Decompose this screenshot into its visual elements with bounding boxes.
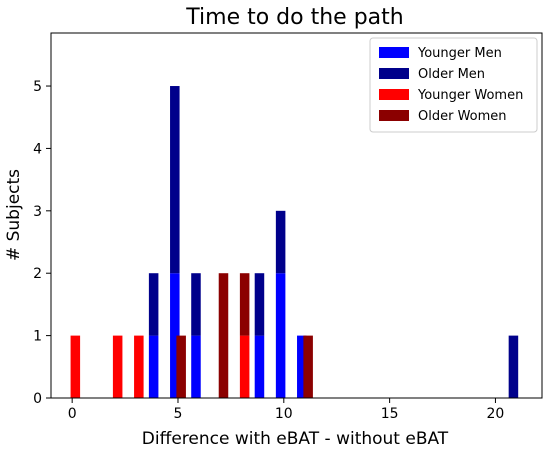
- y-tick-label: 4: [33, 141, 42, 157]
- legend-swatch: [379, 110, 409, 121]
- legend-swatch: [379, 47, 409, 58]
- x-tick-label: 10: [275, 406, 293, 422]
- x-tick-label: 5: [174, 406, 183, 422]
- bar-older-women-1: [218, 273, 229, 398]
- y-axis-label: # Subjects: [4, 169, 24, 261]
- legend-label: Older Men: [418, 67, 485, 82]
- legend-label: Younger Women: [417, 88, 523, 103]
- legend-box: [369, 37, 538, 133]
- legend-swatch: [379, 89, 409, 100]
- ticks-group: 0 5 10 15 20 0 1 2 3 4 5: [33, 79, 504, 422]
- chart-title: Time to do the path: [185, 5, 403, 30]
- y-tick-label: 2: [33, 266, 42, 282]
- bar-older-women-2: [239, 273, 250, 336]
- bar-younger-men-3: [254, 335, 265, 398]
- bar-younger-women-3: [239, 335, 250, 398]
- x-tick-label: 0: [68, 406, 77, 422]
- bar-younger-women-2: [134, 335, 144, 398]
- bars-group: [70, 86, 519, 398]
- y-tick-label: 1: [33, 329, 42, 345]
- y-tick-label: 5: [33, 79, 42, 95]
- bar-younger-men-5: [297, 335, 307, 398]
- bar-younger-men-0: [148, 335, 159, 398]
- x-tick-label: 15: [381, 406, 399, 422]
- bar-older-women-0: [176, 335, 186, 398]
- legend-label: Older Women: [418, 109, 507, 124]
- x-axis-label: Difference with eBAT - without eBAT: [142, 429, 449, 449]
- bar-younger-women-1: [112, 335, 123, 398]
- bar-older-men-5: [508, 335, 519, 398]
- bar-older-men-3: [254, 273, 265, 336]
- bar-younger-men-1: [170, 273, 180, 398]
- bar-younger-men-4: [275, 273, 286, 398]
- bar-older-men-1: [170, 86, 180, 274]
- y-tick-label: 0: [33, 391, 42, 407]
- bar-older-men-0: [148, 273, 159, 336]
- legend-label: Younger Men: [417, 46, 502, 61]
- bar-older-men-2: [191, 273, 201, 336]
- bar-older-men-4: [275, 210, 286, 274]
- bar-younger-women-0: [70, 335, 81, 398]
- x-tick-label: 20: [487, 406, 505, 422]
- plot-frame: [50, 32, 543, 399]
- y-tick-label: 3: [33, 204, 42, 220]
- legend-swatch: [379, 68, 409, 79]
- legend: Younger Men Older Men Younger Women Older W…: [369, 37, 538, 133]
- bar-younger-men-2: [191, 335, 201, 398]
- bar-older-women-3: [303, 335, 313, 398]
